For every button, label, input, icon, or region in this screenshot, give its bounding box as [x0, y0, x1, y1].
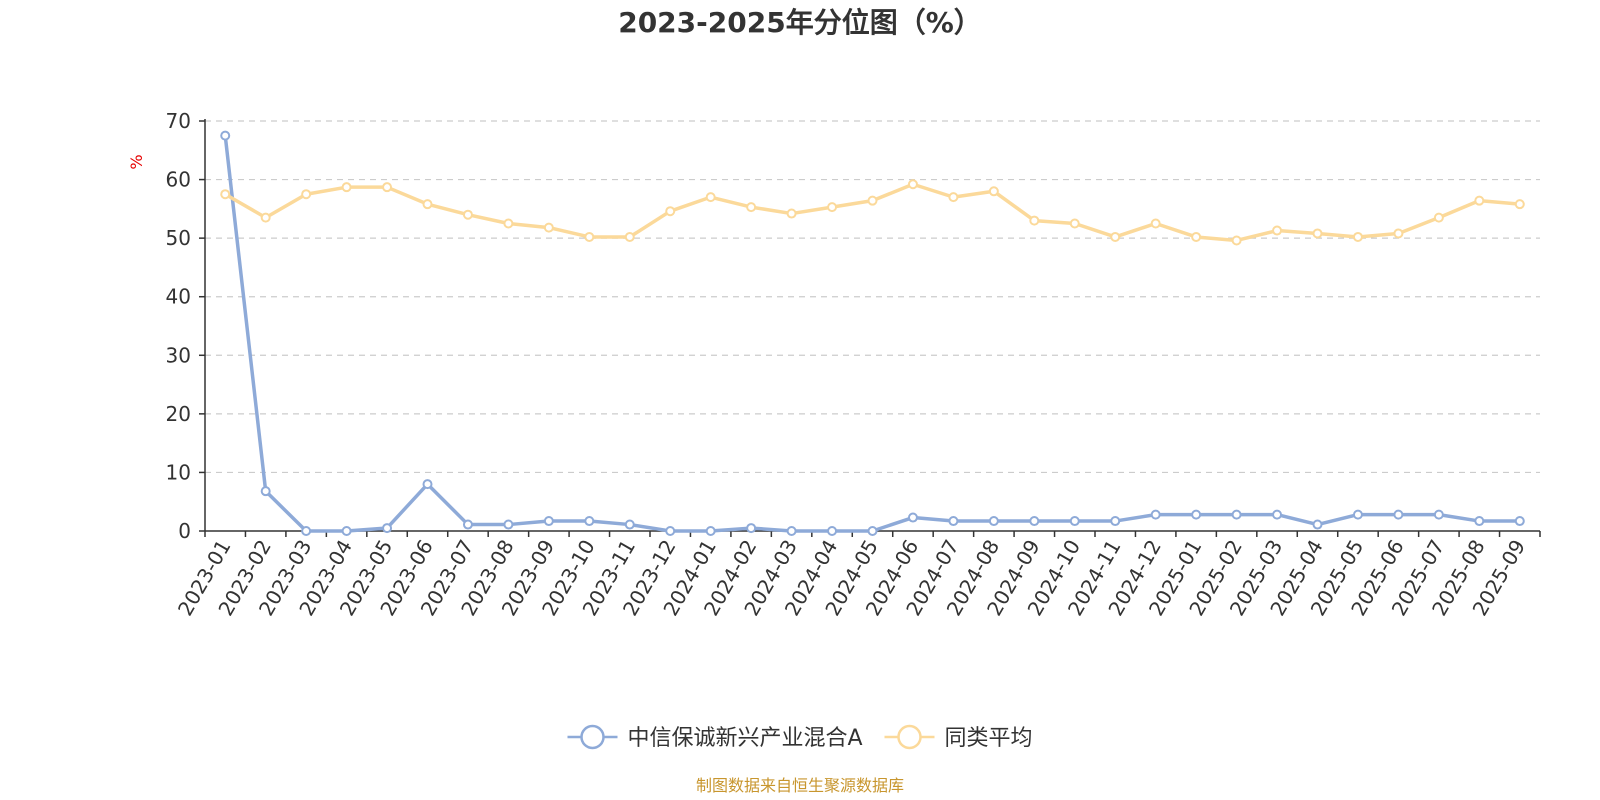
y-tick-label: 60: [166, 168, 191, 192]
data-point: [1150, 218, 1161, 229]
data-point: [1191, 509, 1202, 520]
data-point: [867, 195, 878, 206]
data-point: [1231, 509, 1242, 520]
data-point: [746, 523, 757, 534]
data-point: [503, 218, 514, 229]
data-point: [301, 189, 312, 200]
data-point: [382, 523, 393, 534]
series-line: [224, 182, 1520, 243]
data-point: [220, 189, 231, 200]
data-point: [948, 192, 959, 203]
data-point: [1272, 509, 1283, 520]
data-point: [301, 526, 312, 536]
legend-label: 中信保诚新兴产业混合A: [628, 726, 863, 751]
legend-marker-icon: [580, 724, 605, 750]
data-source-note: 制图数据来自恒生聚源数据库: [696, 776, 904, 795]
data-point: [260, 212, 271, 223]
data-point: [1352, 231, 1363, 242]
legend-marker-icon: [897, 724, 922, 750]
data-point: [503, 519, 514, 530]
data-point: [1352, 509, 1363, 520]
data-point: [543, 222, 554, 233]
y-tick-label: 30: [166, 343, 191, 367]
y-tick-label: 50: [166, 226, 191, 250]
y-tick-label: 10: [166, 460, 191, 484]
data-point: [341, 182, 352, 193]
data-point: [1150, 509, 1161, 520]
y-tick-label: 20: [166, 402, 191, 426]
data-point: [584, 231, 595, 242]
data-point: [462, 519, 473, 530]
data-point: [462, 209, 473, 220]
data-point: [1514, 199, 1525, 210]
data-point: [341, 526, 352, 536]
data-point: [1433, 509, 1444, 520]
data-point: [1433, 212, 1444, 223]
series-line: [223, 135, 1520, 533]
data-point: [1312, 228, 1323, 239]
data-point: [1191, 231, 1202, 242]
data-point: [705, 526, 716, 536]
data-point: [1474, 516, 1485, 527]
data-point: [1474, 195, 1485, 206]
data-point: [1069, 218, 1080, 229]
y-tick-label: 0: [178, 519, 191, 543]
data-point: [786, 526, 797, 536]
chart-title: 2023-2025年分位图（%）: [618, 6, 982, 39]
series-2: [220, 179, 1525, 246]
data-point: [260, 486, 271, 497]
data-point: [827, 202, 838, 213]
legend-item-2[interactable]: 同类平均: [884, 724, 1033, 751]
data-point: [1272, 225, 1283, 236]
data-point: [1110, 516, 1121, 527]
data-point: [422, 479, 433, 490]
series-1: [220, 130, 1525, 536]
series-area: [220, 130, 1525, 536]
data-point: [988, 516, 999, 527]
data-point: [422, 199, 433, 210]
legend-item-1[interactable]: 中信保诚新兴产业混合A: [567, 724, 863, 751]
data-point: [1393, 509, 1404, 520]
y-axis-unit: %: [127, 154, 146, 169]
data-point: [907, 512, 918, 523]
data-point: [665, 206, 676, 217]
data-point: [746, 202, 757, 213]
data-point: [1029, 516, 1040, 527]
data-point: [705, 192, 716, 203]
grid: [205, 120, 1540, 474]
data-point: [1312, 519, 1323, 530]
data-point: [665, 526, 676, 536]
y-tick-label: 70: [166, 109, 191, 133]
data-point: [948, 516, 959, 527]
data-point: [1514, 516, 1525, 527]
data-point: [867, 526, 878, 536]
data-point: [584, 516, 595, 527]
y-tick-label: 40: [166, 285, 191, 309]
data-point: [786, 208, 797, 219]
data-point: [220, 130, 231, 141]
data-point: [624, 519, 635, 530]
legend[interactable]: 中信保诚新兴产业混合A 同类平均: [567, 724, 1033, 751]
data-point: [382, 182, 393, 193]
legend-label: 同类平均: [945, 726, 1033, 751]
data-point: [1029, 215, 1040, 226]
data-point: [1393, 228, 1404, 239]
data-point: [907, 179, 918, 190]
data-point: [1110, 231, 1121, 242]
data-point: [988, 186, 999, 197]
data-point: [624, 231, 635, 242]
data-point: [1231, 235, 1242, 246]
data-point: [543, 516, 554, 527]
data-point: [1069, 516, 1080, 527]
data-point: [827, 526, 838, 536]
